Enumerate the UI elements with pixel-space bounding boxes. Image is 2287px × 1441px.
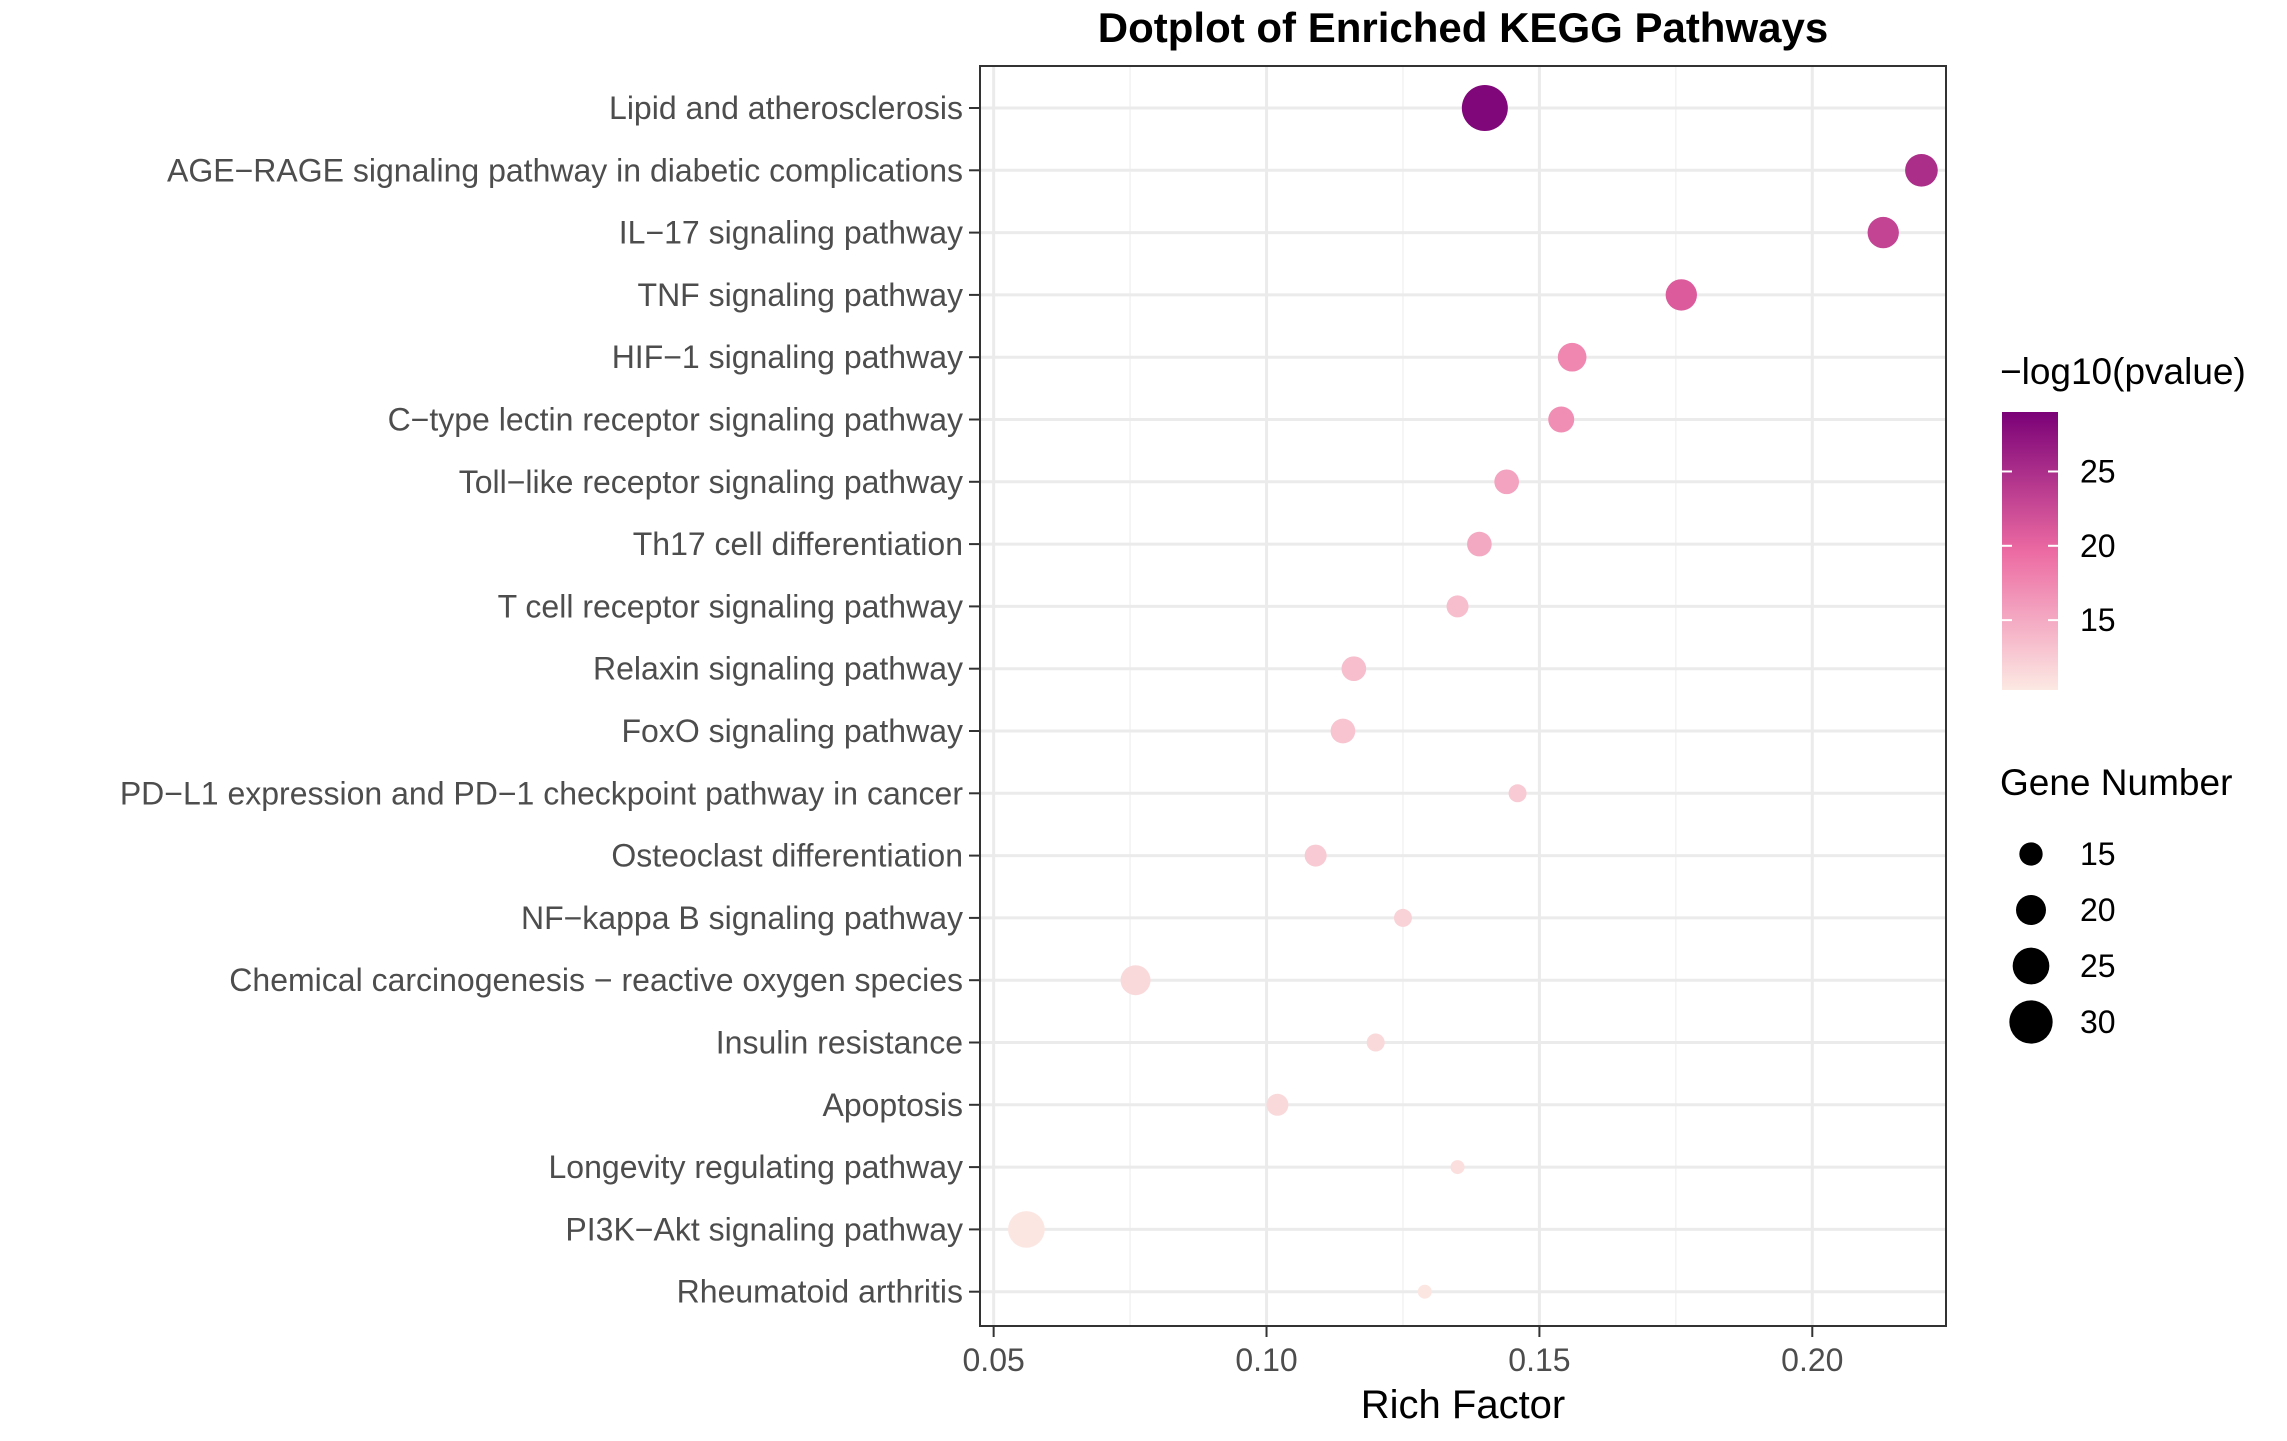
y-tick-label: Rheumatoid arthritis — [677, 1274, 963, 1310]
colorbar-label: 20 — [2080, 528, 2116, 564]
data-point — [1665, 279, 1697, 311]
y-tick-label: AGE−RAGE signaling pathway in diabetic c… — [167, 152, 963, 188]
data-point — [1446, 595, 1469, 618]
data-point — [1393, 908, 1412, 927]
size-legend-key — [2012, 947, 2050, 985]
y-tick-label: Lipid and atherosclerosis — [609, 90, 963, 126]
data-point — [1467, 531, 1492, 557]
plot-panel — [979, 65, 1947, 1327]
panel-border — [979, 65, 1947, 1327]
size-legend-label: 25 — [2080, 948, 2116, 984]
y-tick-label: PD−L1 expression and PD−1 checkpoint pat… — [120, 775, 964, 811]
size-legend-label: 15 — [2080, 836, 2116, 872]
color-legend-title: −log10(pvalue) — [2000, 351, 2246, 392]
y-tick-label: Apoptosis — [822, 1087, 963, 1123]
data-point — [1304, 844, 1327, 867]
y-tick-label: FoxO signaling pathway — [621, 713, 963, 749]
colorbar — [2002, 412, 2058, 690]
data-point — [1120, 965, 1151, 996]
color-legend: −log10(pvalue) 15 20 25 — [2000, 351, 2246, 690]
x-tick-label: 0.15 — [1508, 1342, 1570, 1378]
y-tick-label: PI3K−Akt signaling pathway — [565, 1211, 963, 1247]
y-tick-label: Chemical carcinogenesis − reactive oxyge… — [229, 962, 963, 998]
data-point — [1557, 342, 1587, 372]
y-tick-label: Insulin resistance — [716, 1025, 963, 1061]
x-tick-label: 0.05 — [963, 1342, 1025, 1378]
size-legend-label: 30 — [2080, 1004, 2116, 1040]
x-axis-title: Rich Factor — [1361, 1383, 1566, 1427]
data-point — [1417, 1284, 1432, 1299]
data-point — [1008, 1211, 1045, 1248]
data-point — [1867, 216, 1899, 249]
size-legend-title: Gene Number — [2000, 762, 2232, 803]
panel-background — [980, 66, 1946, 1326]
colorbar-label: 15 — [2080, 602, 2116, 638]
y-tick-label: HIF−1 signaling pathway — [612, 339, 963, 375]
y-tick-label: IL−17 signaling pathway — [619, 215, 963, 251]
y-tick-label: NF−kappa B signaling pathway — [521, 900, 963, 936]
data-point — [1494, 469, 1519, 495]
x-axis: 0.05 0.10 0.15 0.20 — [963, 1326, 1843, 1378]
data-point — [1341, 656, 1367, 682]
y-tick-label: Osteoclast differentiation — [611, 838, 963, 874]
size-legend: Gene Number 15 20 25 30 — [2000, 762, 2232, 1044]
y-tick-label: Toll−like receptor signaling pathway — [459, 464, 963, 500]
y-tick-label: Relaxin signaling pathway — [593, 651, 963, 687]
size-legend-key — [2016, 895, 2046, 925]
y-tick-label: TNF signaling pathway — [638, 277, 963, 313]
y-tick-label: C−type lectin receptor signaling pathway — [388, 402, 963, 438]
size-legend-key — [2009, 1000, 2053, 1044]
data-point — [1450, 1160, 1465, 1175]
data-point — [1548, 406, 1575, 433]
y-tick-label: Th17 cell differentiation — [633, 526, 963, 562]
data-point — [1905, 153, 1938, 187]
data-point — [1461, 85, 1508, 131]
x-tick-label: 0.20 — [1781, 1342, 1843, 1378]
y-tick-label: Longevity regulating pathway — [549, 1149, 964, 1185]
data-point — [1266, 1093, 1289, 1116]
size-legend-key — [2019, 842, 2043, 866]
data-point — [1508, 784, 1527, 803]
chart-title: Dotplot of Enriched KEGG Pathways — [1098, 4, 1828, 51]
data-point — [1330, 718, 1356, 744]
x-tick-label: 0.10 — [1235, 1342, 1297, 1378]
data-point — [1366, 1033, 1385, 1052]
y-tick-label: T cell receptor signaling pathway — [498, 588, 963, 624]
size-legend-label: 20 — [2080, 892, 2116, 928]
y-axis: Lipid and atherosclerosis AGE−RAGE signal… — [120, 90, 980, 1310]
colorbar-label: 25 — [2080, 453, 2116, 489]
